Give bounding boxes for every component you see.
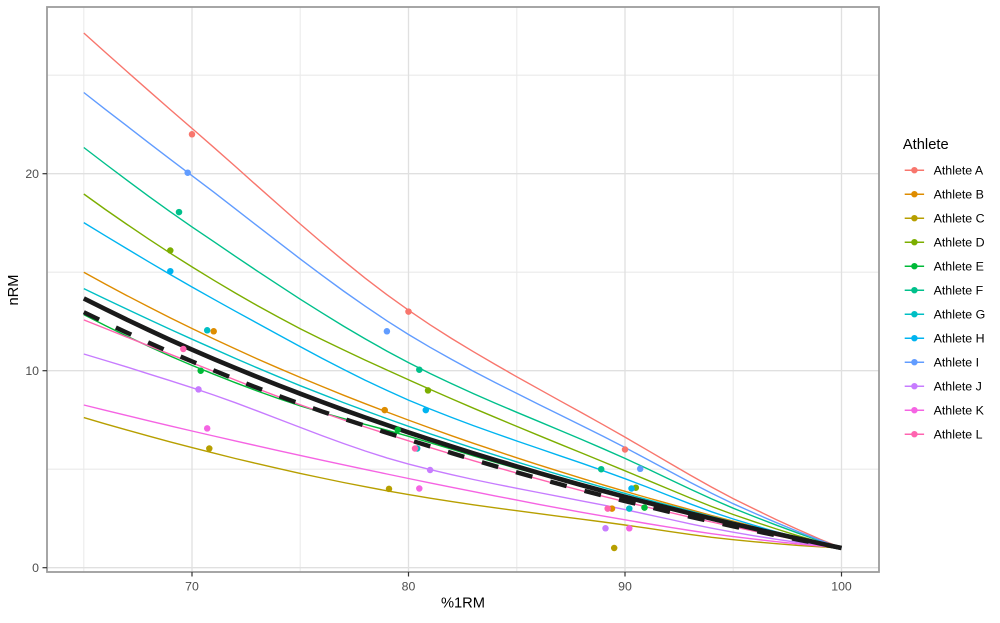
svg-text:Athlete A: Athlete A (934, 164, 984, 178)
svg-text:80: 80 (402, 580, 416, 594)
svg-text:90: 90 (618, 580, 632, 594)
svg-text:20: 20 (25, 167, 39, 181)
svg-text:Athlete K: Athlete K (934, 404, 985, 418)
svg-text:%1RM: %1RM (441, 596, 485, 612)
svg-text:Athlete: Athlete (903, 137, 949, 153)
svg-text:Athlete B: Athlete B (934, 188, 984, 202)
svg-text:10: 10 (25, 364, 39, 378)
svg-text:Athlete I: Athlete I (934, 356, 979, 370)
svg-text:Athlete L: Athlete L (934, 428, 983, 442)
svg-text:Athlete E: Athlete E (934, 260, 984, 274)
svg-text:Athlete G: Athlete G (934, 308, 986, 322)
svg-text:0: 0 (32, 561, 39, 575)
svg-text:Athlete J: Athlete J (934, 380, 982, 394)
svg-text:Athlete H: Athlete H (934, 332, 985, 346)
svg-text:70: 70 (185, 580, 199, 594)
svg-text:nRM: nRM (6, 274, 22, 305)
svg-text:Athlete D: Athlete D (934, 236, 985, 250)
svg-text:100: 100 (831, 580, 852, 594)
svg-text:Athlete F: Athlete F (934, 284, 984, 298)
svg-text:Athlete C: Athlete C (934, 212, 985, 226)
